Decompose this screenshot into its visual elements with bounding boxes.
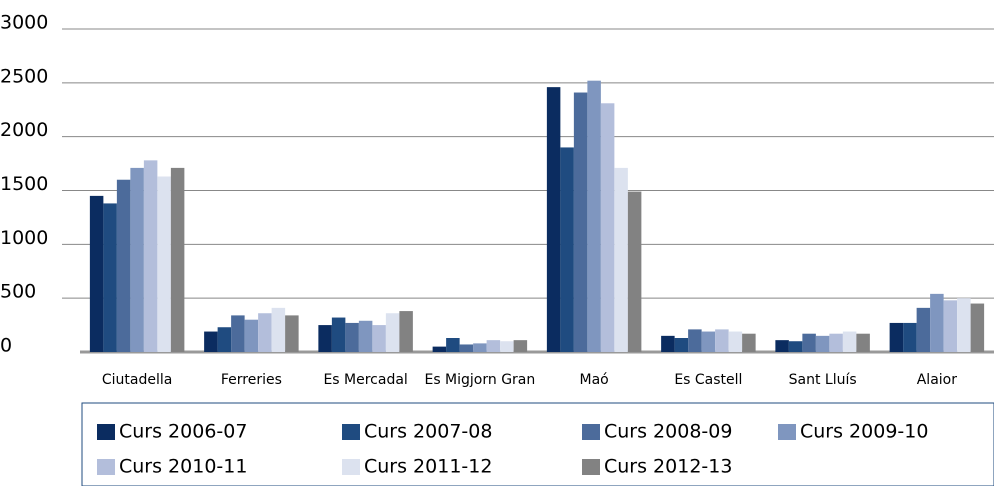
bar [399, 311, 413, 352]
x-tick-label: Es Mercadal [323, 372, 407, 388]
legend-swatch [582, 424, 600, 440]
y-tick-label: 3000 [0, 12, 48, 34]
bar [500, 341, 514, 352]
legend-swatch [342, 459, 360, 475]
bar [688, 329, 702, 352]
bar [889, 322, 904, 352]
bar [788, 341, 803, 352]
bar [358, 320, 373, 352]
bar [486, 340, 501, 352]
bar [513, 340, 528, 352]
y-tick-label: 2500 [0, 65, 48, 87]
bar [742, 333, 756, 352]
bar [103, 203, 117, 352]
bar [674, 338, 689, 352]
bar [170, 167, 185, 352]
bar [231, 315, 245, 352]
legend-label: Curs 2008-09 [604, 421, 732, 443]
legend-swatch [582, 459, 600, 475]
legend-label: Curs 2006-07 [119, 421, 247, 443]
legend-swatch [342, 424, 360, 440]
bar [600, 103, 615, 352]
bar [385, 313, 400, 352]
bar [903, 322, 917, 352]
bar [587, 80, 601, 353]
bar [970, 303, 985, 352]
bar [459, 344, 474, 352]
bar [157, 176, 171, 352]
bar [856, 333, 870, 352]
y-tick-label: 2000 [0, 119, 48, 141]
x-tick-label: Es Migjorn Gran [424, 372, 535, 388]
bar [271, 307, 286, 352]
bar [318, 325, 332, 352]
bar [573, 92, 588, 353]
bar [815, 335, 830, 352]
bar [775, 340, 789, 352]
bar [661, 335, 675, 352]
bar [614, 167, 628, 352]
bar [258, 313, 272, 352]
x-tick-label: Es Castell [674, 372, 742, 388]
bar [217, 327, 232, 352]
legend-swatch [97, 459, 115, 475]
bar [204, 331, 218, 352]
legend-swatch [778, 424, 796, 440]
bar [627, 191, 642, 352]
bar [715, 329, 729, 352]
legend-label: Curs 2007-08 [364, 421, 492, 443]
y-tick-label: 1000 [0, 227, 48, 249]
bar [372, 325, 386, 352]
bar [957, 298, 971, 352]
y-tick-label: 0 [0, 335, 12, 357]
bar [560, 147, 574, 352]
bar [728, 331, 743, 352]
bar [89, 195, 104, 352]
bar [285, 315, 299, 352]
legend-label: Curs 2010-11 [119, 456, 247, 478]
bar [546, 87, 561, 352]
y-tick-label: 1500 [0, 173, 48, 195]
y-tick-label: 500 [0, 281, 36, 303]
legend-label: Curs 2011-12 [364, 456, 492, 478]
bar [916, 307, 931, 352]
bar [802, 333, 816, 352]
legend-label: Curs 2012-13 [604, 456, 732, 478]
bar [116, 179, 131, 352]
legend-label: Curs 2009-10 [800, 421, 928, 443]
legend-swatch [97, 424, 115, 440]
bar [130, 167, 144, 352]
bar [331, 317, 346, 352]
bar [345, 322, 359, 352]
x-tick-label: Alaior [917, 372, 958, 388]
bar [829, 333, 843, 352]
bar [930, 293, 944, 352]
legend-box [81, 402, 994, 486]
bar [701, 331, 716, 352]
bar [943, 300, 958, 352]
bar [842, 331, 857, 352]
bar [473, 343, 487, 352]
bar [244, 319, 259, 352]
x-tick-label: Ciutadella [102, 372, 172, 388]
bar [446, 338, 460, 352]
x-tick-label: Ferreries [221, 372, 282, 388]
x-tick-label: Maó [580, 372, 609, 388]
x-tick-label: Sant Lluís [789, 372, 857, 388]
bar [432, 346, 447, 352]
bar [143, 160, 158, 352]
